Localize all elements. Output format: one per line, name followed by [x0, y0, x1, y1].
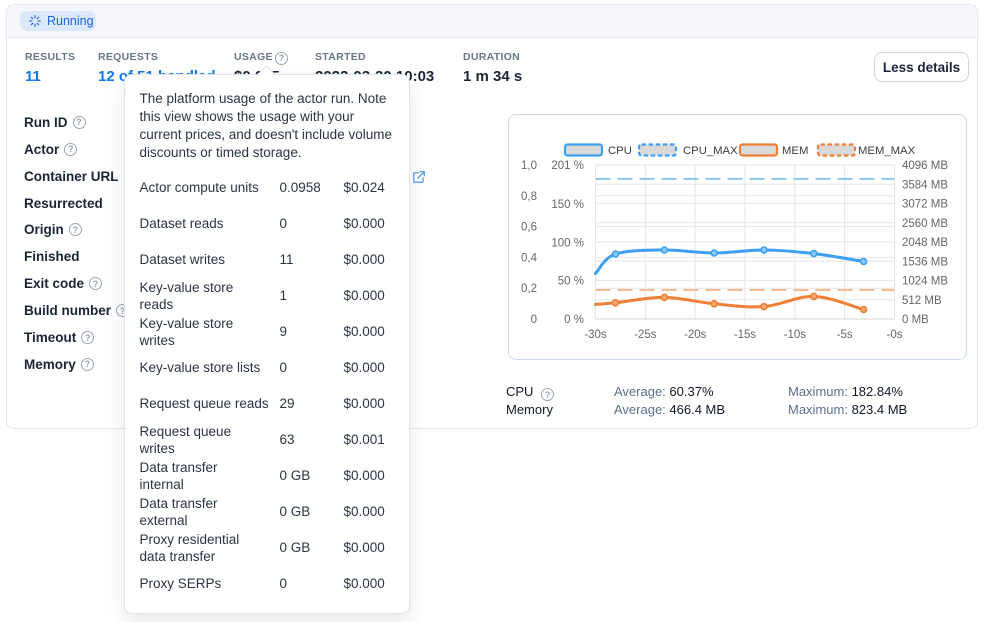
svg-text:-10s: -10s: [784, 329, 807, 341]
svg-text:-25s: -25s: [634, 329, 657, 341]
svg-text:4096 MB: 4096 MB: [902, 160, 948, 172]
svg-text:1,0: 1,0: [521, 160, 537, 172]
svg-text:2048 MB: 2048 MB: [902, 237, 948, 249]
svg-text:CPU: CPU: [608, 145, 632, 157]
svg-text:0: 0: [531, 314, 537, 326]
svg-text:1536 MB: 1536 MB: [902, 256, 948, 268]
svg-text:-5s: -5s: [837, 329, 853, 341]
svg-text:0,8: 0,8: [521, 191, 537, 203]
svg-text:0,6: 0,6: [521, 222, 537, 234]
svg-text:MEM: MEM: [782, 145, 808, 157]
svg-text:-20s: -20s: [684, 329, 707, 341]
svg-text:-30s: -30s: [584, 329, 607, 341]
svg-text:-15s: -15s: [734, 329, 757, 341]
svg-text:1024 MB: 1024 MB: [902, 276, 948, 288]
svg-text:MEM_MAX: MEM_MAX: [858, 145, 916, 157]
svg-text:0,2: 0,2: [521, 283, 537, 295]
svg-text:3072 MB: 3072 MB: [902, 199, 948, 211]
svg-text:0,4: 0,4: [521, 252, 538, 264]
svg-text:201 %: 201 %: [551, 160, 584, 172]
svg-text:-0s: -0s: [887, 329, 903, 341]
svg-text:0 MB: 0 MB: [902, 314, 929, 326]
svg-text:100 %: 100 %: [551, 237, 584, 249]
svg-text:3584 MB: 3584 MB: [902, 179, 948, 191]
svg-text:CPU_MAX: CPU_MAX: [683, 145, 738, 157]
svg-text:0 %: 0 %: [564, 314, 584, 326]
svg-text:50 %: 50 %: [558, 276, 584, 288]
svg-text:150 %: 150 %: [551, 199, 584, 211]
svg-text:512 MB: 512 MB: [902, 295, 942, 307]
svg-text:2560 MB: 2560 MB: [902, 218, 948, 230]
